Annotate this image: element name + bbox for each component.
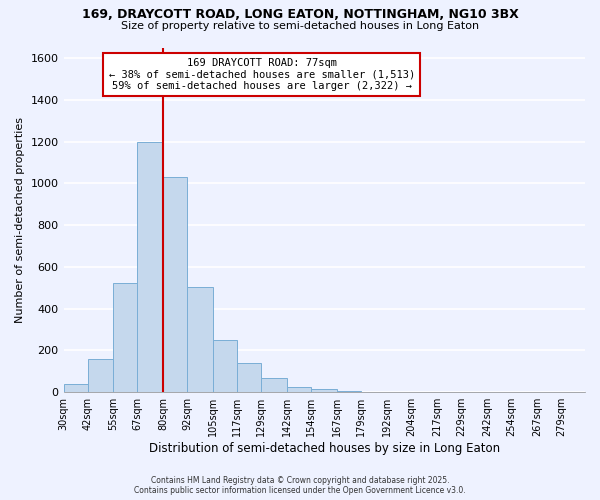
Bar [187,286,214,392]
Bar [137,142,163,392]
Bar [238,364,262,392]
Bar [88,359,113,392]
Text: 169, DRAYCOTT ROAD, LONG EATON, NOTTINGHAM, NG10 3BX: 169, DRAYCOTT ROAD, LONG EATON, NOTTINGH… [82,8,518,20]
Bar [214,340,238,392]
Bar [113,282,137,392]
X-axis label: Distribution of semi-detached houses by size in Long Eaton: Distribution of semi-detached houses by … [149,442,500,455]
Bar [163,177,187,392]
Bar [311,389,337,392]
Bar [262,378,287,392]
Text: 169 DRAYCOTT ROAD: 77sqm
← 38% of semi-detached houses are smaller (1,513)
59% o: 169 DRAYCOTT ROAD: 77sqm ← 38% of semi-d… [109,58,415,91]
Y-axis label: Number of semi-detached properties: Number of semi-detached properties [15,117,25,323]
Bar [337,390,361,392]
Bar [287,387,311,392]
Text: Size of property relative to semi-detached houses in Long Eaton: Size of property relative to semi-detach… [121,21,479,31]
Text: Contains HM Land Registry data © Crown copyright and database right 2025.
Contai: Contains HM Land Registry data © Crown c… [134,476,466,495]
Bar [64,384,88,392]
